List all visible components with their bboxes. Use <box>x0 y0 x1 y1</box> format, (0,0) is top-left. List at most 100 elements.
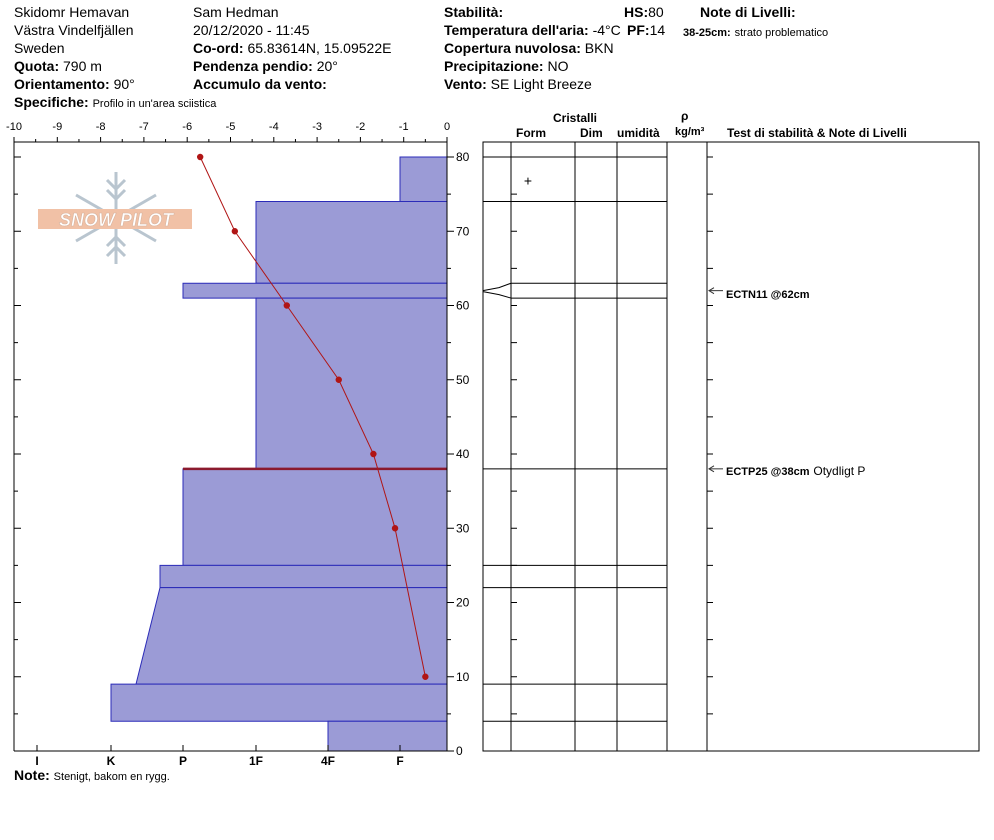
hardness-label: 4F <box>321 754 335 768</box>
form-header: Form <box>516 126 546 140</box>
temperature-point <box>370 450 377 458</box>
quota-value: 790 m <box>63 58 102 74</box>
orientamento-label: Orientamento: <box>14 76 110 92</box>
quota-label: Quota: <box>14 58 60 74</box>
height-tick-label: 60 <box>456 299 470 313</box>
hardness-label: F <box>396 754 403 768</box>
hardness-label: 1F <box>249 754 263 768</box>
dim-header: Dim <box>580 126 603 140</box>
location-line-3: Sweden <box>14 40 65 56</box>
crystal-table-border <box>482 141 980 752</box>
height-tick-label: 30 <box>456 521 470 535</box>
temperature-point <box>283 302 290 309</box>
temperature-point <box>335 376 342 383</box>
copertura-row: Copertura nuvolosa: BKN <box>444 40 614 56</box>
hardness-layer-6 <box>159 564 448 589</box>
height-tick-label: 20 <box>456 596 470 610</box>
temperatura-value: -4°C <box>592 22 621 38</box>
temp-tick-label: -2 <box>356 121 366 133</box>
rho-unit-header: kg/m³ <box>675 126 705 138</box>
precipitazione-label: Precipitazione: <box>444 58 544 74</box>
temperature-profile <box>196 153 429 680</box>
height-tick-label: 40 <box>456 447 470 461</box>
temp-tick-label: -10 <box>6 121 22 133</box>
specifiche-row: Specifiche: Profilo in un'area sciistica <box>14 94 216 112</box>
note-livelli-range: 38-25cm: <box>683 27 731 39</box>
hardness-label: P <box>179 754 187 768</box>
test-note-1-label: ECTN11 @62cm <box>726 289 810 301</box>
height-tick-label: 50 <box>456 373 470 387</box>
location-line-1: Skidomr Hemavan <box>14 4 130 20</box>
height-tick-label: 80 <box>456 150 470 164</box>
hardness-layer-8 <box>110 683 448 722</box>
coord-label: Co-ord: <box>193 40 244 56</box>
temp-tick-label: -4 <box>269 121 279 133</box>
logo-banner <box>38 209 192 229</box>
hardness-label: I <box>35 754 38 768</box>
hardness-layer-3 <box>182 282 448 299</box>
stabilita-label: Stabilità: <box>444 4 504 20</box>
coord-value: 65.83614N, 15.09522E <box>247 40 392 56</box>
specifiche-value: Profilo in un'area sciistica <box>92 98 217 110</box>
hardness-layers <box>110 156 448 752</box>
rho-header: ρ <box>681 109 689 123</box>
test-note-2-extra: Otydligt P <box>813 464 866 478</box>
umidita-header: umidità <box>617 126 660 140</box>
orientamento-value: 90° <box>113 76 135 92</box>
test-note-2-label: ECTP25 @38cm <box>726 466 810 478</box>
hardness-label: K <box>107 754 116 768</box>
layer-connector-61 <box>482 291 512 299</box>
temp-tick-label: -1 <box>399 121 409 133</box>
pf-value: 14 <box>649 22 666 38</box>
hs-label: HS: <box>624 4 649 20</box>
form-mark: + <box>524 172 532 188</box>
vento-value: SE Light Breeze <box>490 76 592 92</box>
temperatura-row: Temperatura dell'aria: -4°C <box>444 22 621 38</box>
pf-label: PF: <box>627 22 650 38</box>
quota-row: Quota: 790 m <box>14 58 102 74</box>
note-value: Stenigt, bakom en rygg. <box>53 771 170 783</box>
observation-datetime: 20/12/2020 - 11:45 <box>193 22 310 38</box>
test-note-1: ECTN11 @62cm <box>726 285 810 303</box>
note-livelli-row: 38-25cm: strato problematico <box>683 23 828 41</box>
pf-row: PF:14 <box>627 22 665 38</box>
vento-row: Vento: SE Light Breeze <box>444 76 592 92</box>
left-axes: -10 -9 -8 -7 -6 -5 -4 -3 -2 -1 001020304050607080I… <box>6 121 470 768</box>
layer-connector-63 <box>482 282 512 292</box>
note-row: Note: Stenigt, bakom en rygg. <box>14 767 170 785</box>
temp-tick-label: -7 <box>139 121 149 133</box>
temp-tick-label: -6 <box>182 121 192 133</box>
temperature-point <box>196 153 204 161</box>
temperatura-label: Temperatura dell'aria: <box>444 22 589 38</box>
vento-label: Vento: <box>444 76 487 92</box>
temperature-point <box>422 673 429 680</box>
note-label: Note: <box>14 767 50 783</box>
logo-text: SNOW PILOT <box>59 210 175 230</box>
note-livelli-text: strato problematico <box>734 27 829 39</box>
test-arrow-head <box>708 287 715 295</box>
test-arrow-head <box>708 465 715 473</box>
temperature-point <box>231 228 239 235</box>
accumulo-row: Accumulo da vento: <box>193 76 327 92</box>
temp-tick-label: -9 <box>52 121 62 133</box>
copertura-value: BKN <box>584 40 614 56</box>
hardness-layer-1 <box>399 156 448 203</box>
orientamento-row: Orientamento: 90° <box>14 76 135 92</box>
temp-tick-label: 0 <box>444 121 450 133</box>
temp-tick-label: -3 <box>312 121 322 133</box>
location-line-2: Västra Vindelfjällen <box>14 22 134 38</box>
test-header: Test di stabilità & Note di Livelli <box>727 126 907 140</box>
height-tick-label: 10 <box>456 670 470 684</box>
test-note-2: ECTP25 @38cm Otydligt P <box>726 462 865 480</box>
hardness-layer-2 <box>255 201 448 284</box>
temp-tick-label: -5 <box>226 121 236 133</box>
note-livelli-label: Note di Livelli: <box>700 4 796 20</box>
hardness-layer-5 <box>182 468 448 566</box>
hs-row: HS:80 <box>624 4 664 20</box>
height-tick-label: 0 <box>456 744 463 758</box>
snowpilot-logo: SNOW PILOT <box>38 172 192 264</box>
precipitazione-value: NO <box>547 58 569 74</box>
observer-name: Sam Hedman <box>193 4 279 20</box>
copertura-label: Copertura nuvolosa: <box>444 40 581 56</box>
hardness-layer-7 <box>135 587 448 685</box>
